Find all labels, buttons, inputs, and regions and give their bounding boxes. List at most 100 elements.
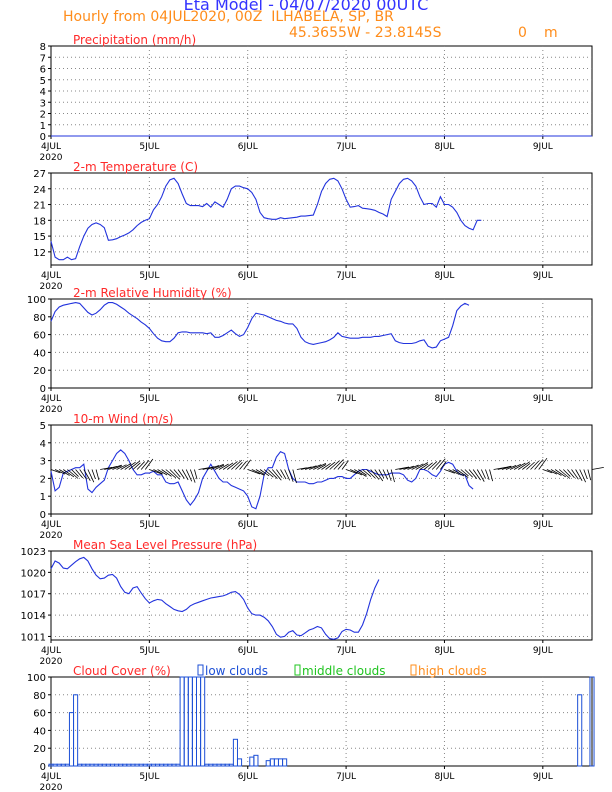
wind-vector	[284, 469, 291, 481]
wind-vector	[546, 469, 558, 475]
panel-title: Cloud Cover (%)	[73, 664, 171, 678]
series-line	[50, 449, 474, 510]
wind-vector	[435, 458, 446, 470]
wind-vector	[226, 461, 238, 470]
y-tick-label: 4	[40, 439, 46, 450]
low-cloud-bar	[208, 763, 214, 767]
low-cloud-bar	[269, 758, 275, 767]
low-cloud-bar	[577, 694, 583, 767]
legend-low-clouds: low clouds	[205, 664, 268, 678]
low-cloud-bar	[97, 763, 103, 767]
wind-vector	[136, 461, 145, 470]
low-cloud-bar	[224, 763, 230, 767]
y-tick-label: 1014	[21, 611, 46, 622]
panel-rh: 0 20 40 60 80 100 4JUL2020 5JUL 6JUL 7JUL 8JUL 9JUL…	[27, 286, 593, 415]
y-tick-label: 0	[40, 762, 46, 773]
wind-vector	[444, 469, 455, 474]
wind-vector	[132, 462, 141, 470]
wind-vector	[423, 462, 433, 470]
wind-vector	[350, 469, 363, 476]
wind-vector	[317, 464, 327, 470]
y-tick-label: 40	[33, 726, 46, 737]
wind-vector	[181, 469, 189, 481]
wind-vector	[309, 464, 322, 470]
low-cloud-bar	[93, 763, 99, 767]
wind-vector	[50, 469, 61, 474]
chart-main-title: Eta Model - 04/07/2020 00UTC	[183, 0, 429, 14]
y-tick-label: 2	[40, 474, 46, 485]
wind-vector	[538, 457, 548, 470]
wind-vector	[263, 469, 274, 478]
wind-vector	[280, 469, 287, 480]
panel-frame	[50, 550, 593, 641]
legend-high-clouds-swatch	[410, 664, 417, 676]
y-tick-label: 2	[40, 110, 46, 121]
wind-vector	[567, 469, 575, 479]
wind-vector	[370, 469, 380, 480]
wind-vector	[407, 464, 419, 470]
low-cloud-bar	[122, 763, 128, 767]
low-cloud-bar	[265, 760, 271, 767]
panel-wind: 0 1 2 3 4 5 4JUL2020 5JUL 6JUL 7JUL 8JUL 9JUL 10-m W…	[40, 412, 604, 541]
elevation-unit: m	[544, 25, 558, 41]
low-cloud-bar	[109, 763, 116, 767]
wind-vector	[468, 469, 478, 479]
wind-vector	[534, 459, 544, 470]
low-cloud-bar	[216, 763, 222, 767]
wind-vector	[292, 469, 297, 484]
wind-vector	[95, 469, 100, 481]
x-tick-label: 5JUL	[139, 520, 159, 530]
wind-vector	[304, 465, 317, 470]
wind-vector	[399, 466, 410, 470]
series-line	[50, 177, 482, 261]
low-cloud-bar	[187, 676, 193, 767]
panel-frame	[50, 172, 593, 266]
wind-vector	[378, 469, 385, 479]
wind-vector	[153, 469, 163, 475]
wind-vector	[403, 465, 415, 470]
y-tick-label: 20	[33, 744, 46, 755]
low-cloud-bar	[138, 763, 144, 767]
y-tick-label: 80	[33, 691, 46, 702]
x-tick-label: 9JUL	[533, 646, 553, 656]
x-tick-label: 6JUL	[238, 646, 258, 656]
wind-vector	[415, 462, 429, 470]
y-tick-label: 21	[33, 201, 46, 212]
y-tick-label: 100	[27, 673, 46, 684]
panel-frame	[50, 298, 593, 389]
wind-vector	[563, 469, 571, 477]
y-tick-label: 3	[40, 98, 46, 109]
wind-vector	[218, 463, 229, 470]
y-tick-label: 12	[33, 248, 46, 259]
wind-vector	[149, 469, 163, 475]
wind-vector	[214, 464, 225, 470]
y-tick-label: 80	[33, 313, 46, 324]
x-tick-label: 6JUL	[238, 772, 258, 782]
panel-temp: 12 15 18 21 24 27 4JUL2020 5JUL 6JUL 7JUL 8JUL 9JUL…	[33, 160, 593, 292]
low-cloud-bar	[60, 763, 66, 767]
wind-vector	[54, 469, 66, 475]
wind-vector	[231, 459, 243, 470]
wind-vector	[497, 465, 512, 470]
low-cloud-bar	[249, 756, 255, 767]
y-tick-label: 60	[33, 331, 46, 342]
low-cloud-bar	[163, 763, 169, 767]
legend-middle-clouds: middle clouds	[302, 664, 386, 678]
low-cloud-bar	[77, 763, 83, 767]
panel-title: 2-m Relative Humidity (%)	[73, 286, 232, 300]
x-tick-label: 7JUL	[336, 142, 356, 152]
wind-vector	[382, 469, 388, 480]
x-tick-label: 8JUL	[434, 394, 454, 404]
panel-title: Mean Sea Level Pressure (hPa)	[73, 538, 257, 552]
series-line	[50, 302, 470, 349]
wind-vector	[321, 463, 331, 470]
wind-vector	[513, 462, 526, 470]
low-cloud-bar	[64, 763, 70, 767]
wind-vector	[251, 469, 265, 476]
low-cloud-bar	[73, 694, 79, 767]
wind-vector	[530, 460, 540, 470]
y-tick-label: 6	[40, 65, 46, 76]
wind-vector	[87, 469, 95, 483]
wind-vector	[460, 469, 469, 477]
